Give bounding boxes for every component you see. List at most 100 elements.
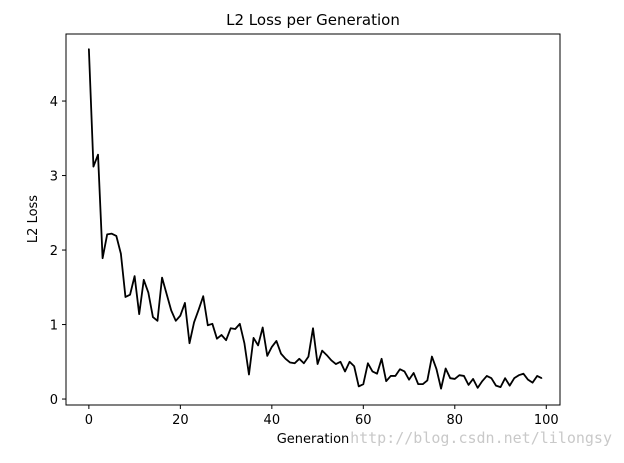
data-point — [399, 368, 401, 370]
data-point — [271, 346, 273, 348]
data-point — [467, 384, 470, 386]
data-point — [362, 383, 364, 385]
data-point — [371, 370, 374, 373]
data-point — [463, 375, 465, 377]
data-point — [348, 361, 351, 363]
data-point — [120, 253, 122, 255]
data-point — [454, 378, 456, 380]
data-point — [234, 328, 236, 330]
y-tick-label: 0 — [50, 393, 58, 408]
series-line-l2-loss — [87, 48, 543, 390]
data-point — [198, 309, 200, 311]
data-point — [262, 326, 264, 329]
data-point — [307, 355, 310, 358]
data-point — [477, 387, 479, 389]
data-point — [495, 385, 497, 387]
y-tick-label: 3 — [50, 170, 58, 185]
x-axis-label: Generation — [277, 432, 350, 447]
data-point — [216, 338, 218, 340]
data-point — [188, 342, 191, 344]
data-point — [394, 375, 396, 377]
data-point — [239, 323, 241, 325]
data-point — [156, 320, 159, 322]
data-point — [527, 379, 529, 381]
data-point — [152, 316, 154, 318]
x-tick-label: 60 — [355, 413, 372, 428]
series-points — [88, 48, 543, 390]
data-point — [211, 323, 213, 325]
data-point — [280, 352, 282, 355]
y-axis-label: L2 Loss — [26, 195, 41, 243]
data-point — [486, 375, 488, 377]
y-tick-label: 2 — [50, 244, 58, 259]
data-point — [129, 294, 131, 296]
data-point — [376, 373, 378, 375]
watermark-text: http://blog.csdn.net/lilongsy — [350, 429, 612, 447]
data-point — [413, 372, 415, 374]
data-point — [184, 302, 186, 304]
data-point — [536, 375, 538, 377]
data-point — [385, 380, 387, 382]
data-point — [472, 378, 474, 380]
data-point — [225, 339, 227, 341]
data-point — [111, 233, 113, 235]
data-point — [509, 385, 511, 387]
data-point — [88, 48, 90, 50]
data-point — [248, 373, 250, 376]
data-point — [344, 370, 346, 373]
y-axis-ticks: 0 1 2 3 4 — [50, 95, 66, 408]
data-point — [294, 362, 296, 364]
data-point — [445, 367, 447, 370]
plot-frame — [65, 33, 561, 406]
data-point — [417, 383, 419, 385]
data-point — [138, 313, 140, 315]
x-axis-ticks: 0 20 40 60 80 100 — [85, 405, 559, 428]
data-point — [220, 334, 223, 336]
data-point — [134, 275, 136, 277]
data-point — [207, 324, 209, 326]
data-point — [541, 377, 543, 379]
data-point — [481, 380, 483, 382]
plot-area: 0 20 40 60 80 100 0 1 2 3 4 — [50, 33, 561, 428]
data-point — [330, 359, 332, 361]
data-point — [321, 350, 323, 352]
data-point — [316, 363, 319, 365]
data-point — [440, 388, 442, 390]
data-point — [252, 337, 255, 339]
data-point — [193, 321, 195, 323]
data-point — [435, 368, 438, 370]
data-point — [161, 277, 163, 279]
data-point — [353, 365, 355, 367]
data-point — [143, 279, 145, 281]
x-tick-label: 40 — [264, 413, 281, 428]
data-point — [170, 309, 172, 311]
data-point — [339, 361, 342, 363]
data-point — [513, 377, 515, 379]
data-point — [230, 327, 232, 329]
data-point — [531, 382, 534, 384]
data-point — [422, 383, 424, 385]
x-tick-label: 80 — [447, 413, 464, 428]
data-point — [335, 363, 337, 365]
data-point — [326, 354, 328, 356]
data-point — [101, 257, 104, 259]
data-point — [147, 291, 149, 294]
data-point — [97, 154, 99, 156]
data-point — [312, 327, 314, 329]
x-tick-label: 100 — [534, 413, 559, 428]
y-tick-label: 4 — [50, 95, 58, 110]
data-point — [115, 235, 117, 237]
data-point — [202, 295, 204, 297]
data-point — [303, 362, 305, 364]
data-point — [106, 233, 108, 235]
data-point — [92, 166, 95, 168]
data-point — [367, 362, 369, 364]
data-point — [408, 379, 410, 381]
data-point — [518, 374, 520, 376]
x-tick-label: 20 — [172, 413, 189, 428]
data-point — [166, 293, 168, 295]
data-point — [403, 370, 406, 373]
data-point — [381, 358, 383, 360]
y-tick-label: 1 — [50, 319, 58, 334]
